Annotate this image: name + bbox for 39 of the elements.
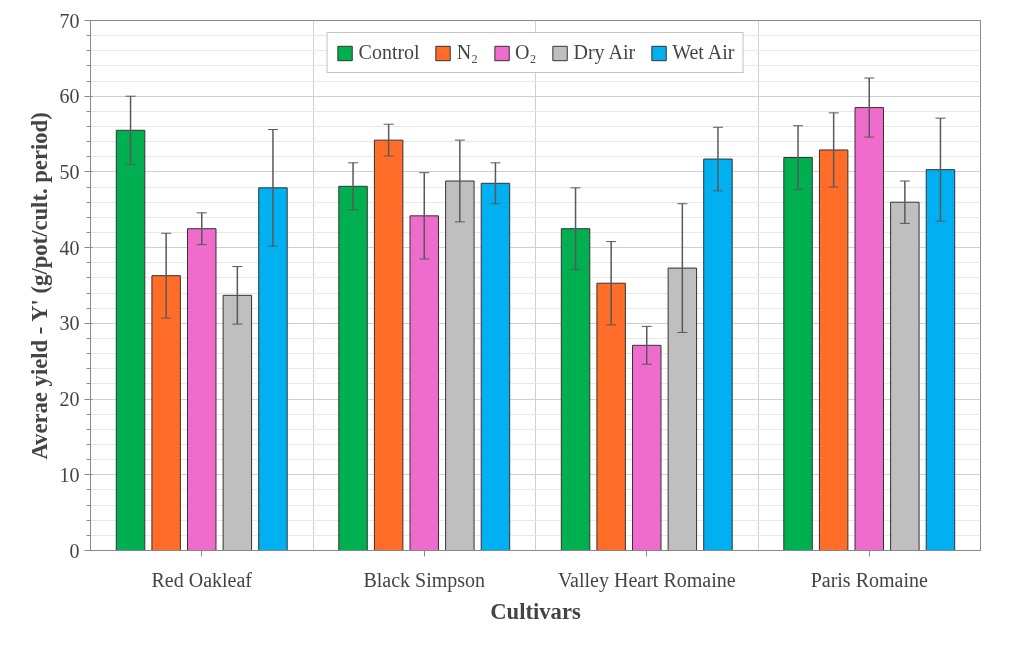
bar [409, 215, 439, 551]
bar [338, 185, 368, 551]
bar [258, 187, 288, 551]
bar [187, 228, 217, 551]
bar [890, 201, 920, 551]
legend-label: O₂ [515, 41, 537, 64]
x-axis-title: Cultivars [490, 598, 581, 624]
y-tick-label: 0 [69, 539, 80, 562]
y-tick-label: 50 [59, 160, 80, 183]
y-tick-label: 60 [59, 85, 80, 108]
y-tick-label: 30 [59, 312, 80, 335]
x-tick-label: Paris Romaine [810, 568, 928, 591]
y-tick-label: 20 [59, 388, 80, 411]
x-tick-label: Valley Heart Romaine [557, 568, 736, 592]
bar [115, 129, 146, 551]
bar [596, 282, 626, 551]
bar [373, 139, 404, 551]
y-tick-label: 40 [59, 236, 80, 259]
legend-label: Wet Air [672, 41, 735, 64]
y-tick-label: 10 [59, 463, 80, 486]
legend-label: Control [358, 41, 420, 64]
y-axis-title: Averae yield - Y' (g/pot/cult. period) [26, 112, 52, 460]
bar [222, 294, 253, 551]
legend-label: Dry Air [573, 41, 636, 64]
bar [560, 228, 591, 551]
bar [480, 182, 511, 551]
x-tick-label: Red Oakleaf [151, 568, 253, 591]
legend-label: N₂ [456, 41, 479, 64]
bar [925, 169, 956, 551]
bar [854, 107, 884, 551]
bar [632, 344, 662, 551]
bar [445, 180, 475, 551]
bar [151, 275, 181, 551]
y-tick-label: 70 [59, 9, 80, 32]
bar [667, 267, 698, 551]
bar [818, 149, 849, 551]
bar [703, 158, 733, 551]
x-tick-label: Black Simpson [363, 568, 486, 592]
bar [783, 157, 813, 551]
